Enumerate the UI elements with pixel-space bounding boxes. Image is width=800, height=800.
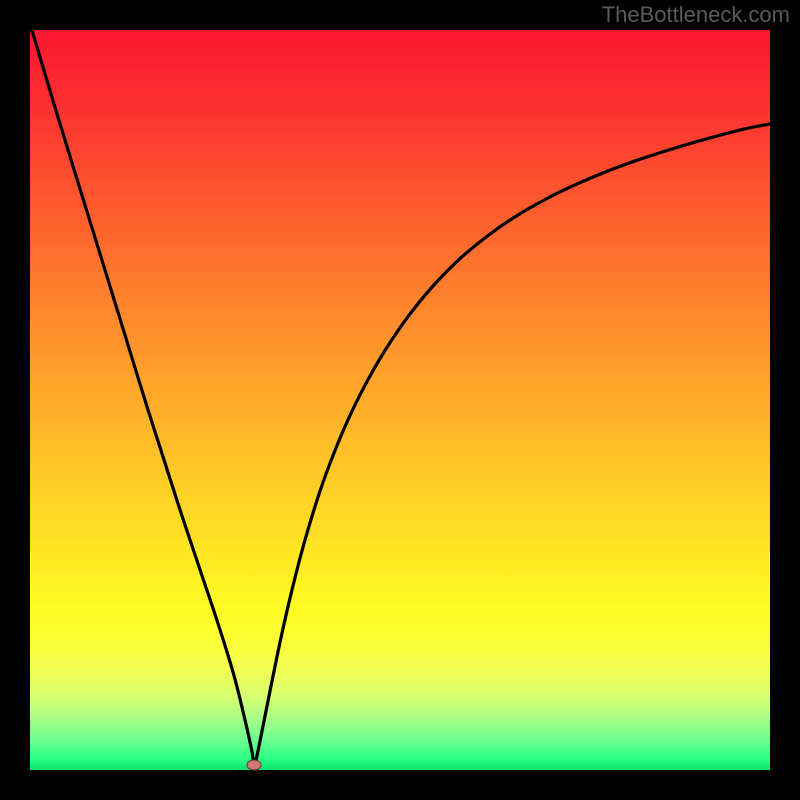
plot-area (30, 30, 770, 770)
bottleneck-curve (30, 30, 770, 770)
watermark-text: TheBottleneck.com (602, 2, 790, 28)
curve-line (32, 30, 770, 766)
chart-frame: TheBottleneck.com (0, 0, 800, 800)
minimum-marker (247, 760, 262, 771)
